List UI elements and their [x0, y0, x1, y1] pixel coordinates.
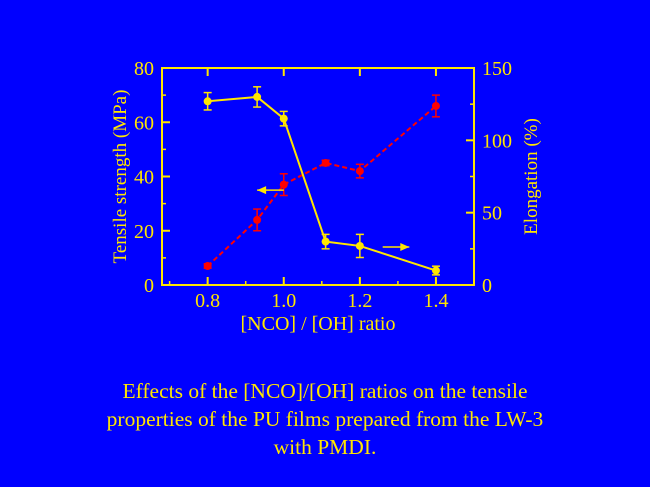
data-point: [321, 158, 330, 167]
left-tick-label: 80: [134, 58, 154, 80]
x-axis-label: [NCO] / [OH] ratio: [241, 313, 396, 335]
data-point: [431, 101, 440, 110]
right-tick-label: 50: [482, 203, 502, 225]
data-point: [279, 114, 288, 123]
arrow-head: [257, 186, 267, 195]
left-tick-label: 20: [134, 221, 154, 243]
x-tick-label: 1.4: [423, 290, 448, 312]
right-tick-label: 100: [482, 130, 512, 152]
data-point: [253, 92, 262, 101]
caption-line-2: properties of the PU films prepared from…: [106, 406, 544, 431]
x-tick-label: 1.2: [347, 290, 372, 312]
data-point: [253, 215, 262, 224]
arrow-head: [400, 243, 410, 252]
series-line: [206, 105, 437, 267]
tensile-strength-series: [203, 94, 440, 271]
left-tick-label: 0: [144, 275, 154, 297]
series-line: [207, 95, 437, 272]
right-axis-label: Elongation (%): [521, 118, 542, 235]
data-point: [203, 97, 212, 106]
left-axis-label: Tensile strength (MPa): [110, 90, 131, 264]
caption-line-3: with PMDI.: [273, 434, 377, 459]
data-point: [203, 262, 212, 271]
chart: 0.8 1.0 1.2 1.4 0 20 40 60 80 0 50 100 150 [NCO] / […: [110, 58, 542, 335]
figure-caption: Effects of the [NCO]/[OH] ratios on the …: [40, 378, 610, 462]
elongation-series: [203, 86, 440, 276]
data-point: [355, 167, 364, 176]
data-point: [431, 266, 440, 275]
x-tick-label: 0.8: [195, 290, 220, 312]
caption-line-1: Effects of the [NCO]/[OH] ratios on the …: [122, 379, 528, 403]
data-point: [321, 237, 330, 246]
axis-ticks: 0.8 1.0 1.2 1.4 0 20 40 60 80 0 50 100 150: [134, 58, 512, 312]
data-point: [279, 180, 288, 189]
annotations: [257, 186, 410, 252]
data-point: [355, 241, 364, 250]
right-tick-label: 0: [482, 275, 492, 297]
right-tick-label: 150: [482, 58, 512, 80]
left-tick-label: 40: [134, 167, 154, 189]
left-tick-label: 60: [134, 112, 154, 134]
x-tick-label: 1.0: [271, 290, 296, 312]
